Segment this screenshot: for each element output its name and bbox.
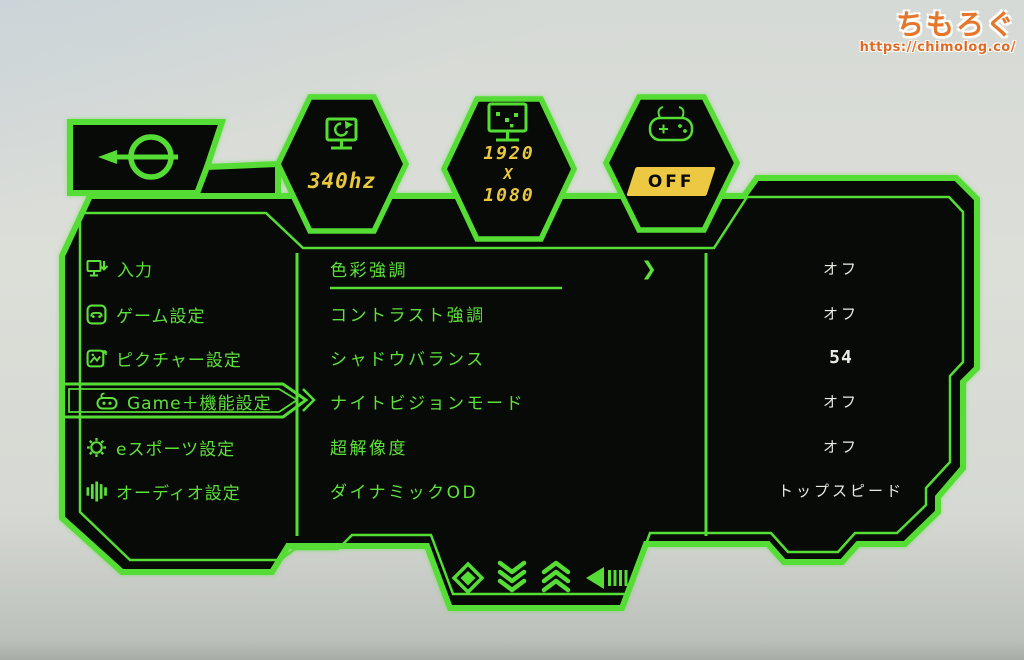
menu-row-label: シャドウバランス [330, 349, 486, 370]
menu-row-label: 超解像度 [330, 438, 408, 459]
value-dynamic-od: トップスピード [777, 481, 904, 500]
menu-row-contrast-enhance[interactable]: コントラスト強調 [330, 299, 690, 327]
menu-row-dynamic-od[interactable]: ダイナミックOD [330, 476, 690, 504]
input-source-icon [86, 260, 108, 277]
resolution-height: 1080 [483, 185, 535, 206]
gamepad-icon [648, 106, 694, 142]
sidebar-item-esports[interactable]: eスポーツ設定 [86, 433, 235, 461]
inner-outline [78, 195, 965, 596]
submenu-chevron-icon: ❯ [641, 258, 657, 280]
sidebar-item-label: Game＋機能設定 [127, 393, 272, 414]
sidebar-selected-badge-tip [302, 388, 316, 412]
osd-panel-body [59, 175, 980, 611]
sidebar-item-game-plus[interactable]: Game＋機能設定 [96, 387, 272, 415]
hex-badge-refresh [274, 94, 410, 234]
sidebar-selected-badge-inner [68, 388, 299, 413]
sidebar-item-audio-settings[interactable]: オーディオ設定 [86, 477, 241, 505]
back-exit-icon[interactable] [586, 567, 628, 589]
sidebar-item-label: ピクチャー設定 [116, 350, 242, 371]
sidebar-item-label: ゲーム設定 [116, 306, 206, 327]
adaptive-sync-badge: OFF [626, 167, 716, 196]
value-color-enhance: オフ [822, 259, 859, 278]
scroll-up-icon[interactable] [541, 560, 571, 593]
value-contrast-enhance: オフ [822, 304, 859, 323]
esports-icon [87, 437, 106, 457]
menu-row-super-resolution[interactable]: 超解像度 [330, 432, 690, 460]
adaptive-sync-value: OFF [647, 171, 695, 192]
watermark: ちもろぐ https://chimolog.co/ [859, 8, 1016, 55]
menu-row-shadow-balance[interactable]: シャドウバランス [330, 343, 690, 371]
top-band [191, 160, 281, 199]
menu-row-color-enhance[interactable]: 色彩強調 [330, 254, 690, 282]
value-super-resolution: オフ [822, 437, 859, 456]
resolution-x: X [503, 165, 515, 183]
monitor-refresh-icon [325, 117, 358, 150]
sidebar-item-label: eスポーツ設定 [116, 439, 236, 460]
sidebar-selected-badge [61, 382, 309, 419]
footer-nav [451, 560, 628, 595]
sidebar-item-label: 入力 [117, 260, 153, 281]
watermark-site-name: ちもろぐ [895, 8, 1016, 41]
brand-spear-ring-icon [98, 134, 178, 180]
resolution-badge-value: 1920 X 1080 [444, 143, 574, 206]
sidebar-item-input[interactable]: 入力 [86, 254, 153, 282]
picture-settings-icon [86, 349, 107, 367]
value-shadow-balance: 54 [829, 346, 853, 368]
menu-row-night-vision[interactable]: ナイトビジョンモード [330, 387, 690, 415]
scroll-down-icon[interactable] [497, 560, 527, 593]
refresh-rate-badge-value: 340hz [307, 169, 377, 193]
value-night-vision: オフ [822, 392, 859, 411]
monitor-pixel-icon [487, 102, 528, 142]
menu-row-label: 色彩強調 [330, 260, 408, 281]
hex-badge-resolution [440, 96, 578, 242]
sidebar-item-game-settings[interactable]: ゲーム設定 [86, 300, 206, 328]
sidebar-item-label: オーディオ設定 [116, 483, 241, 504]
confirm-diamond-icon[interactable] [451, 561, 485, 595]
audio-settings-icon [86, 481, 107, 501]
sidebar-item-picture-settings[interactable]: ピクチャー設定 [86, 344, 242, 372]
resolution-width: 1920 [483, 143, 535, 164]
hex-badge-sync [602, 94, 741, 233]
menu-row-label: ダイナミックOD [330, 482, 479, 503]
menu-row-label: ナイトビジョンモード [330, 393, 525, 414]
watermark-site-url: https://chimolog.co/ [859, 39, 1016, 55]
game-plus-icon [96, 392, 118, 410]
game-settings-icon [86, 304, 107, 324]
menu-row-label: コントラスト強調 [330, 305, 486, 326]
